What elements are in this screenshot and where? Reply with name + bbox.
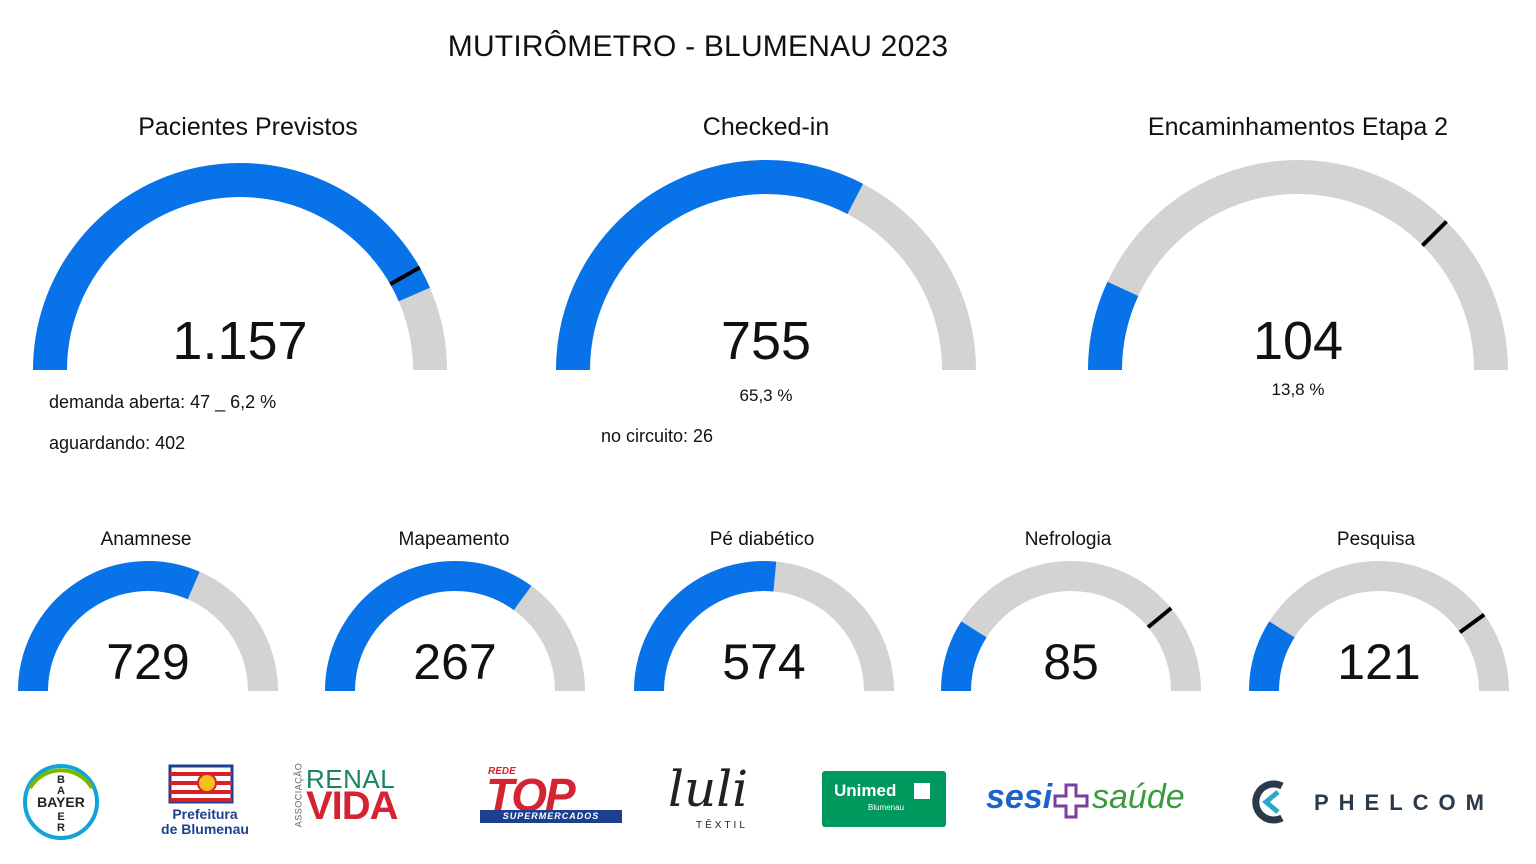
sesi-plus-icon	[1053, 783, 1089, 819]
gauge-fill-pe-diabetico	[634, 561, 777, 692]
sesi-right: saúde	[1092, 778, 1185, 816]
note-demanda-aberta: demanda aberta: 47 _ 6,2 %	[49, 392, 277, 412]
gauge-target-marker-nefrologia	[1146, 606, 1173, 629]
gauge-pesquisa	[1249, 561, 1509, 692]
prefeitura-blumenau-logo: Prefeitura de Blumenau	[150, 764, 260, 844]
luli-sub: TÊXTIL	[696, 820, 748, 831]
top-sub: SUPERMERCADOS	[480, 810, 622, 823]
gauge-mapeamento	[325, 561, 585, 692]
gauge-fill-encaminhamentos	[1088, 281, 1139, 371]
gauge-fill-anamnese	[18, 561, 200, 692]
bayer-logo-text: BAYER	[37, 794, 85, 810]
gauge-value-mapeamento: 267	[413, 634, 497, 690]
gauge-percent-encaminhamentos: 13,8 %	[1271, 380, 1325, 399]
gauge-value-pacientes-previstos: 1.157	[172, 311, 308, 371]
renal-vida-bottom: VIDA	[306, 784, 399, 828]
top-supermercados-logo: REDE TOP SUPERMERCADOS	[480, 766, 630, 826]
prefeitura-line2: de Blumenau	[161, 821, 249, 837]
gauge-fill-pesquisa	[1249, 621, 1295, 692]
gauge-value-pe-diabetico: 574	[722, 634, 806, 690]
svg-text:A: A	[57, 785, 65, 797]
gauge-checked-in	[556, 160, 976, 371]
top-rede: REDE	[488, 766, 516, 777]
gauge-title-pesquisa: Pesquisa	[1336, 529, 1416, 550]
gauge-target-marker-encaminhamentos	[1421, 220, 1448, 247]
gauge-title-checked-in: Checked-in	[702, 113, 830, 141]
gauge-value-anamnese: 729	[106, 634, 190, 690]
gauge-value-checked-in: 755	[720, 311, 812, 371]
gauge-fill-pacientes-previstos	[33, 163, 430, 371]
phelcom-symbol-icon	[1252, 780, 1284, 824]
unimed-main: Unimed	[834, 781, 897, 800]
unimed-logo: Unimed Blumenau	[822, 771, 946, 827]
note-no-circuito: no circuito: 26	[601, 426, 714, 446]
gauge-fill-mapeamento	[325, 561, 532, 692]
renal-vida-small: ASSOCIAÇÃO	[293, 762, 304, 828]
gauge-value-encaminhamentos: 104	[1252, 311, 1344, 371]
phelcom-text: PHELCOM	[1314, 790, 1494, 815]
page-title: MUTIRÔMETRO - BLUMENAU 2023	[447, 30, 949, 63]
gauge-title-anamnese: Anamnese	[100, 529, 192, 550]
gauge-track-encaminhamentos	[1088, 160, 1508, 371]
gauge-title-pe-diabetico: Pé diabético	[709, 529, 815, 550]
gauge-fill-nefrologia	[941, 621, 987, 692]
svg-text:R: R	[57, 822, 65, 834]
gauge-fill-checked-in	[556, 160, 864, 371]
gauge-nefrologia	[941, 561, 1201, 692]
gauge-pacientes-previstos	[33, 163, 447, 371]
gauge-pe-diabetico	[634, 561, 894, 692]
gauge-target-marker-pesquisa	[1458, 612, 1486, 634]
unimed-symbol-icon	[914, 783, 930, 799]
note-aguardando: aguardando: 402	[49, 433, 186, 453]
gauge-title-pacientes-previstos: Pacientes Previstos	[138, 113, 358, 141]
renal-vida-top: RENAL	[306, 764, 396, 794]
gauge-title-nefrologia: Nefrologia	[1024, 529, 1112, 550]
sesi-saude-logo: sesi saúde	[986, 778, 1216, 824]
svg-text:E: E	[57, 811, 64, 823]
sesi-left: sesi	[986, 778, 1053, 816]
bayer-logo: BAYER B A E R	[23, 764, 99, 840]
renal-vida-logo: ASSOCIAÇÃO RENAL VIDA	[288, 762, 448, 828]
gauge-title-mapeamento: Mapeamento	[398, 529, 510, 550]
gauge-anamnese	[18, 561, 278, 692]
gauge-value-nefrologia: 85	[1043, 634, 1099, 690]
unimed-sub: Blumenau	[868, 803, 905, 812]
svg-text:B: B	[57, 774, 65, 786]
gauge-percent-checked-in: 65,3 %	[739, 386, 793, 405]
prefeitura-line1: Prefeitura	[172, 806, 238, 822]
gauge-value-pesquisa: 121	[1337, 634, 1421, 690]
gauge-target-marker-pacientes-previstos	[389, 265, 421, 287]
gauge-title-encaminhamentos: Encaminhamentos Etapa 2	[1147, 113, 1449, 141]
gauge-encaminhamentos	[1088, 160, 1508, 371]
luli-textil-logo: luli TÊXTIL	[664, 760, 784, 836]
luli-main: luli	[668, 760, 749, 818]
phelcom-logo: PHELCOM	[1248, 780, 1508, 826]
